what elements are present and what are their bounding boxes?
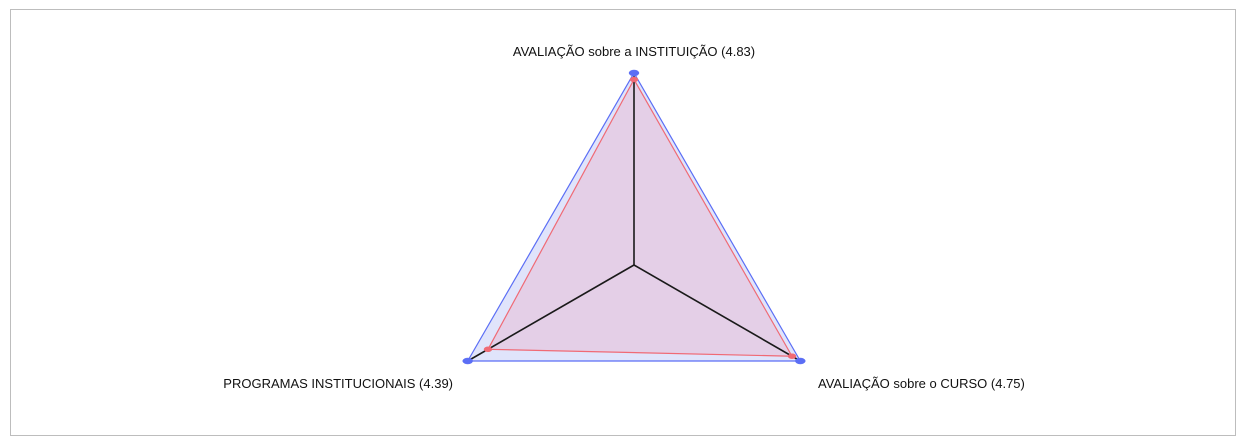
axis-layer [467,73,801,362]
series-1-point-1 [787,353,797,359]
axis-line-2 [467,264,635,362]
axis-label-instituicao: AVALIAÇÃO sobre a INSTITUIÇÃO (4.83) [513,44,755,59]
marker-layer [462,69,806,365]
series-1-point-0 [629,76,639,83]
series-1-area [487,78,794,357]
series-0-point-0 [628,69,640,77]
series-0-point-1 [795,357,806,365]
series-0-point-2 [462,357,473,365]
label-layer: AVALIAÇÃO sobre a INSTITUIÇÃO (4.83) AVA… [223,44,1025,391]
series-1-point-2 [483,346,493,353]
axis-line-1 [633,264,801,362]
axis-label-programas: PROGRAMAS INSTITUCIONAIS (4.39) [223,376,453,391]
axis-label-curso: AVALIAÇÃO sobre o CURSO (4.75) [818,376,1025,391]
